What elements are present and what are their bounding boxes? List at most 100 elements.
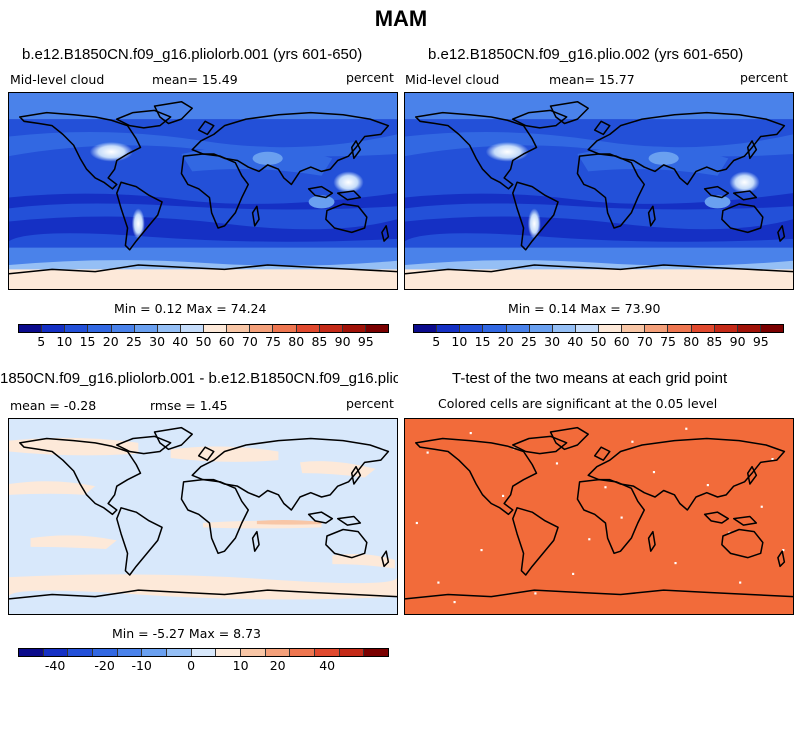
colorbar-swatch [483,325,507,332]
colorbar-swatch [714,325,738,332]
colorbar-swatch [460,325,484,332]
colorbar-swatch [19,325,43,332]
colorbar-tick-label: 60 [613,334,630,349]
colorbar-swatch [737,325,761,332]
colorbar-swatch [134,325,158,332]
colorbar-swatch [760,325,783,332]
colorbar-tick-label: -10 [131,658,152,673]
map-bottom-left [8,418,398,615]
colorbar-tick-label: 20 [102,334,119,349]
colorbar-labels-top-left: 5 10 15 20 25 30 40 50 60 70 75 80 85 90 95 [18,334,389,350]
colorbar-swatch [111,325,135,332]
colorbar-tick-label: 75 [660,334,677,349]
colorbar-swatch [622,325,646,332]
minmax-top-left: Min = 0.12 Max = 74.24 [114,301,267,316]
units-label-top-left: percent [346,70,394,85]
colorbar-labels-top-right: 5 10 15 20 25 30 40 50 60 70 75 80 85 90 95 [413,334,784,350]
colorbar-swatch [216,649,242,656]
colorbar-swatch [180,325,204,332]
colorbar-swatch [157,325,181,332]
colorbar-swatch [273,325,297,332]
colorbar-tick-label: 10 [232,658,249,673]
map-top-left [8,92,398,290]
colorbar-tick-label: 20 [269,658,286,673]
colorbar-swatch [42,325,66,332]
colorbar-swatch [599,325,623,332]
panel-subtitle-bottom-right: Colored cells are significant at the 0.0… [438,396,718,411]
colorbar-tick-label: 5 [432,334,441,349]
colorbar-tick-label: 30 [544,334,561,349]
colorbar-tick-label: -20 [94,658,115,673]
colorbar-swatch [19,649,44,656]
colorbar-tick-label: 50 [590,334,607,349]
colorbar-swatch [339,649,365,656]
colorbar-tick-label: 15 [79,334,96,349]
mean-label-top-right: mean= 15.77 [549,72,635,87]
colorbar-tick-label: -40 [44,658,66,673]
colorbar-tick-label: 30 [149,334,166,349]
colorbar-tick-label: 40 [172,334,189,349]
colorbar-swatch [68,649,94,656]
colorbar-swatch [250,325,274,332]
colorbar-tick-label: 60 [218,334,235,349]
colorbar-swatch [167,649,192,656]
colorbar-swatch [365,325,388,332]
colorbar-swatch [437,325,461,332]
colorbar-tick-label: 75 [265,334,282,349]
colorbar-tick-label: 90 [729,334,746,349]
cloud-map-top-left [9,93,397,289]
colorbar-tick-label: 25 [125,334,142,349]
colorbar-swatch [668,325,692,332]
colorbar-swatch [529,325,553,332]
colorbar-swatch [506,325,530,332]
colorbar-top-right [413,324,784,333]
panel-title-bottom-right: T-test of the two means at each grid poi… [452,370,728,387]
colorbar-bottom-left [18,648,389,657]
colorbar-swatch [575,325,599,332]
colorbar-swatch [290,649,316,656]
colorbar-swatch [342,325,366,332]
map-top-right [404,92,794,290]
panel-title-top-left: b.e12.B1850CN.f09_g16.pliolorb.001 (yrs … [22,46,363,63]
colorbar-swatch [93,649,118,656]
colorbar-swatch [265,649,291,656]
colorbar-tick-label: 25 [520,334,537,349]
colorbar-swatch [552,325,576,332]
colorbar-tick-label: 95 [357,334,374,349]
colorbar-swatch [204,325,228,332]
colorbar-tick-label: 20 [497,334,514,349]
colorbar-tick-label: 0 [187,658,196,673]
colorbar-tick-label: 70 [636,334,653,349]
colorbar-tick-label: 85 [311,334,328,349]
colorbar-tick-label: 40 [319,658,336,673]
colorbar-labels-bottom-left: -40 -20 -10 0 10 20 40 [18,658,389,674]
colorbar-tick-label: 70 [241,334,258,349]
colorbar-swatch [241,649,266,656]
minmax-top-right: Min = 0.14 Max = 73.90 [508,301,661,316]
colorbar-swatch [117,649,143,656]
mean-label-top-left: mean= 15.49 [152,72,238,87]
panel-title-top-right: b.e12.B1850CN.f09_g16.plio.002 (yrs 601-… [428,46,744,63]
colorbar-tick-label: 80 [288,334,305,349]
variable-label-top-right: Mid-level cloud [405,72,500,87]
colorbar-tick-label: 40 [567,334,584,349]
rmse-label-bottom-left: rmse = 1.45 [150,398,228,413]
colorbar-swatch [319,325,343,332]
colorbar-swatch [227,325,251,332]
colorbar-swatch [65,325,89,332]
colorbar-swatch [191,649,217,656]
colorbar-top-left [18,324,389,333]
colorbar-swatch [88,325,112,332]
colorbar-swatch [296,325,320,332]
diff-map-bottom-left [9,419,397,614]
minmax-bottom-left: Min = -5.27 Max = 8.73 [112,626,262,641]
colorbar-swatch [364,649,389,656]
ttest-map-bottom-right [405,419,793,614]
colorbar-swatch [645,325,669,332]
colorbar-tick-label: 50 [195,334,212,349]
colorbar-tick-label: 10 [451,334,468,349]
colorbar-swatch [414,325,438,332]
cloud-map-top-right [405,93,793,289]
colorbar-tick-label: 90 [334,334,351,349]
colorbar-swatch [691,325,715,332]
